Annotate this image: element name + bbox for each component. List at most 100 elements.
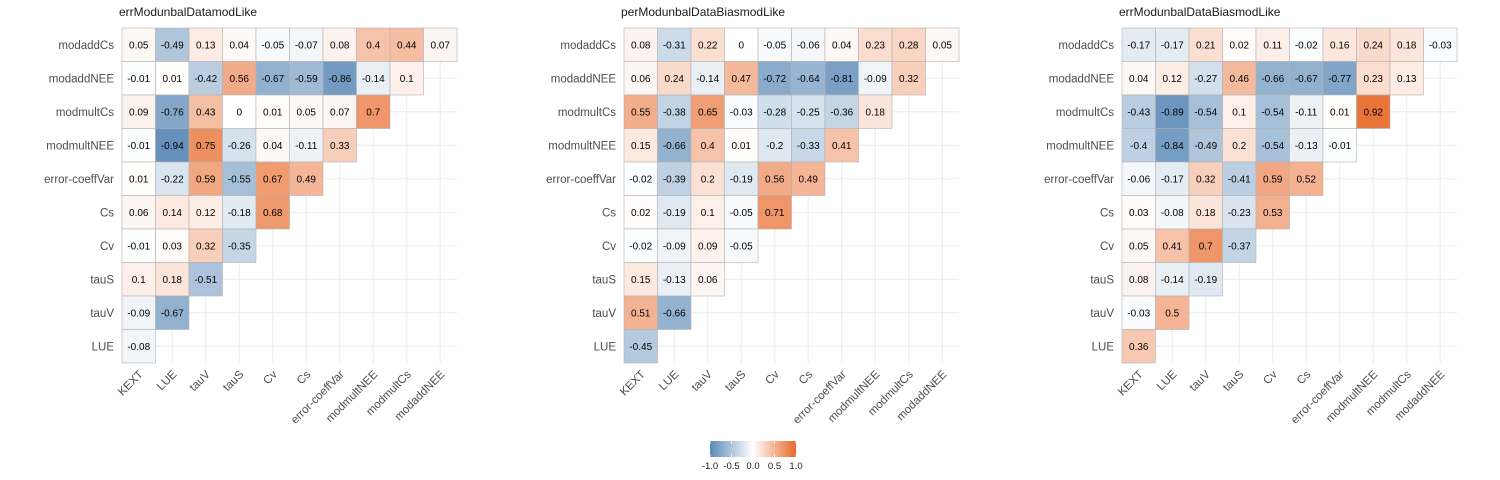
cell-value-label: 0.32 (1196, 174, 1216, 185)
heatmap-cell (657, 94, 692, 129)
cell-value-label: 0.59 (1263, 174, 1283, 185)
heatmap-cell (1322, 61, 1357, 96)
cell-value-label: 0.18 (866, 107, 886, 118)
y-axis-tick-label: modaddNEE (1049, 73, 1115, 85)
heatmap-cell (1222, 94, 1257, 129)
cell-value-label: -0.19 (730, 174, 753, 185)
heatmap-cell (1121, 262, 1156, 297)
heatmap-cell (724, 128, 759, 163)
legend-tick-label: -0.5 (723, 461, 739, 472)
x-axis-tick-label: LUE (1155, 368, 1180, 393)
heatmap-cell (1188, 228, 1223, 263)
cell-value-label: -0.09 (864, 74, 887, 85)
heatmap-cell (155, 195, 190, 230)
cell-value-label: 0.68 (263, 208, 283, 219)
heatmap-cell (1255, 27, 1290, 62)
heatmap-cell (690, 128, 725, 163)
cell-value-label: 0.4 (701, 141, 715, 152)
cell-value-label: -0.45 (629, 342, 652, 353)
cell-value-label: -0.17 (1161, 174, 1184, 185)
cell-value-label: 0.18 (1397, 40, 1417, 51)
y-axis-tick-label: Cv (1100, 241, 1114, 253)
heatmap-cell (322, 128, 357, 163)
y-axis-tick-label: tauS (592, 274, 616, 286)
heatmap-cell (289, 161, 324, 196)
cell-value-label: 0.07 (431, 40, 451, 51)
heatmap-cell (891, 61, 926, 96)
heatmap-cell (356, 94, 391, 129)
heatmap-cell (222, 128, 257, 163)
cell-value-label: -0.66 (663, 141, 686, 152)
cell-value-label: -0.19 (663, 208, 686, 219)
cell-value-label: -0.42 (194, 74, 217, 85)
heatmap-cell (690, 94, 725, 129)
cell-value-label: 0.28 (899, 40, 919, 51)
heatmap-cell (255, 161, 290, 196)
cell-value-label: -0.17 (1161, 40, 1184, 51)
heatmap-cell (623, 195, 658, 230)
heatmap-cell (1155, 295, 1190, 330)
cell-value-label: 0.01 (163, 74, 183, 85)
heatmap-cell (791, 27, 826, 62)
heatmap-cell (289, 61, 324, 96)
y-axis-tick-label: modmultCs (558, 107, 616, 119)
y-axis-tick-label: tauV (90, 308, 114, 320)
cell-value-label: 0.08 (330, 40, 350, 51)
legend-color-bar (710, 441, 796, 457)
cell-value-label: -0.08 (1161, 208, 1184, 219)
cell-value-label: -0.11 (295, 141, 317, 152)
x-axis-tick-label: Cs (295, 368, 314, 387)
cell-value-label: 0.03 (1129, 208, 1149, 219)
cell-value-label: 0.02 (631, 208, 651, 219)
heatmap-cell (791, 161, 826, 196)
cell-value-label: 0.05 (1129, 241, 1149, 252)
cell-value-label: 0.04 (263, 141, 283, 152)
cell-value-label: 0.12 (196, 208, 216, 219)
cell-value-label: -0.19 (1194, 275, 1217, 286)
legend-tick-label: 1.0 (789, 461, 802, 472)
cell-value-label: -0.39 (663, 174, 686, 185)
cell-value-label: -0.03 (730, 107, 753, 118)
cell-value-label: 0.04 (1129, 74, 1149, 85)
y-axis-tick-label: modaddCs (560, 40, 616, 52)
heatmap-cell (824, 61, 859, 96)
cell-value-label: -0.64 (797, 74, 820, 85)
heatmap-cell (188, 262, 223, 297)
cell-value-label: 0.21 (1196, 40, 1216, 51)
heatmap-cell (1356, 94, 1391, 129)
cell-value-label: -0.43 (1127, 107, 1150, 118)
heatmap-cell (1322, 27, 1357, 62)
cell-value-label: 0.55 (631, 107, 651, 118)
cell-value-label: -0.35 (228, 241, 251, 252)
heatmap-cell (1222, 195, 1257, 230)
cell-value-label: 0 (738, 40, 744, 51)
heatmap-cell (121, 228, 156, 263)
cell-value-label: -0.01 (127, 74, 150, 85)
heatmap-cell (623, 228, 658, 263)
cell-value-label: -0.09 (663, 241, 686, 252)
x-axis-tick-label: Cs (797, 368, 816, 387)
cell-value-label: -0.31 (663, 40, 686, 51)
cell-value-label: -0.25 (797, 107, 820, 118)
heatmap-cell (255, 195, 290, 230)
heatmap-cell (858, 94, 893, 129)
x-axis-tick-label: tauV (188, 368, 213, 393)
panel-title: errModunbalDataBiasmodLike (1119, 5, 1281, 19)
y-axis-tick-label: LUE (1092, 341, 1115, 353)
cell-value-label: -0.54 (1194, 107, 1217, 118)
heatmap-cell (121, 27, 156, 62)
heatmap-cell (791, 61, 826, 96)
y-axis-tick-label: Cv (602, 241, 616, 253)
y-axis-tick-label: LUE (594, 341, 617, 353)
cell-value-label: 0.01 (263, 107, 283, 118)
heatmap-cell (389, 27, 424, 62)
cell-value-label: 0.46 (1230, 74, 1250, 85)
heatmap-cell (1222, 161, 1257, 196)
cell-value-label: -0.08 (127, 342, 150, 353)
heatmap-cell (1289, 161, 1324, 196)
x-axis-tick-label: Cv (1261, 368, 1280, 387)
cell-value-label: 0.33 (330, 141, 350, 152)
cell-value-label: -0.23 (1228, 208, 1251, 219)
heatmap-cell (1322, 94, 1357, 129)
heatmap-cell (289, 94, 324, 129)
